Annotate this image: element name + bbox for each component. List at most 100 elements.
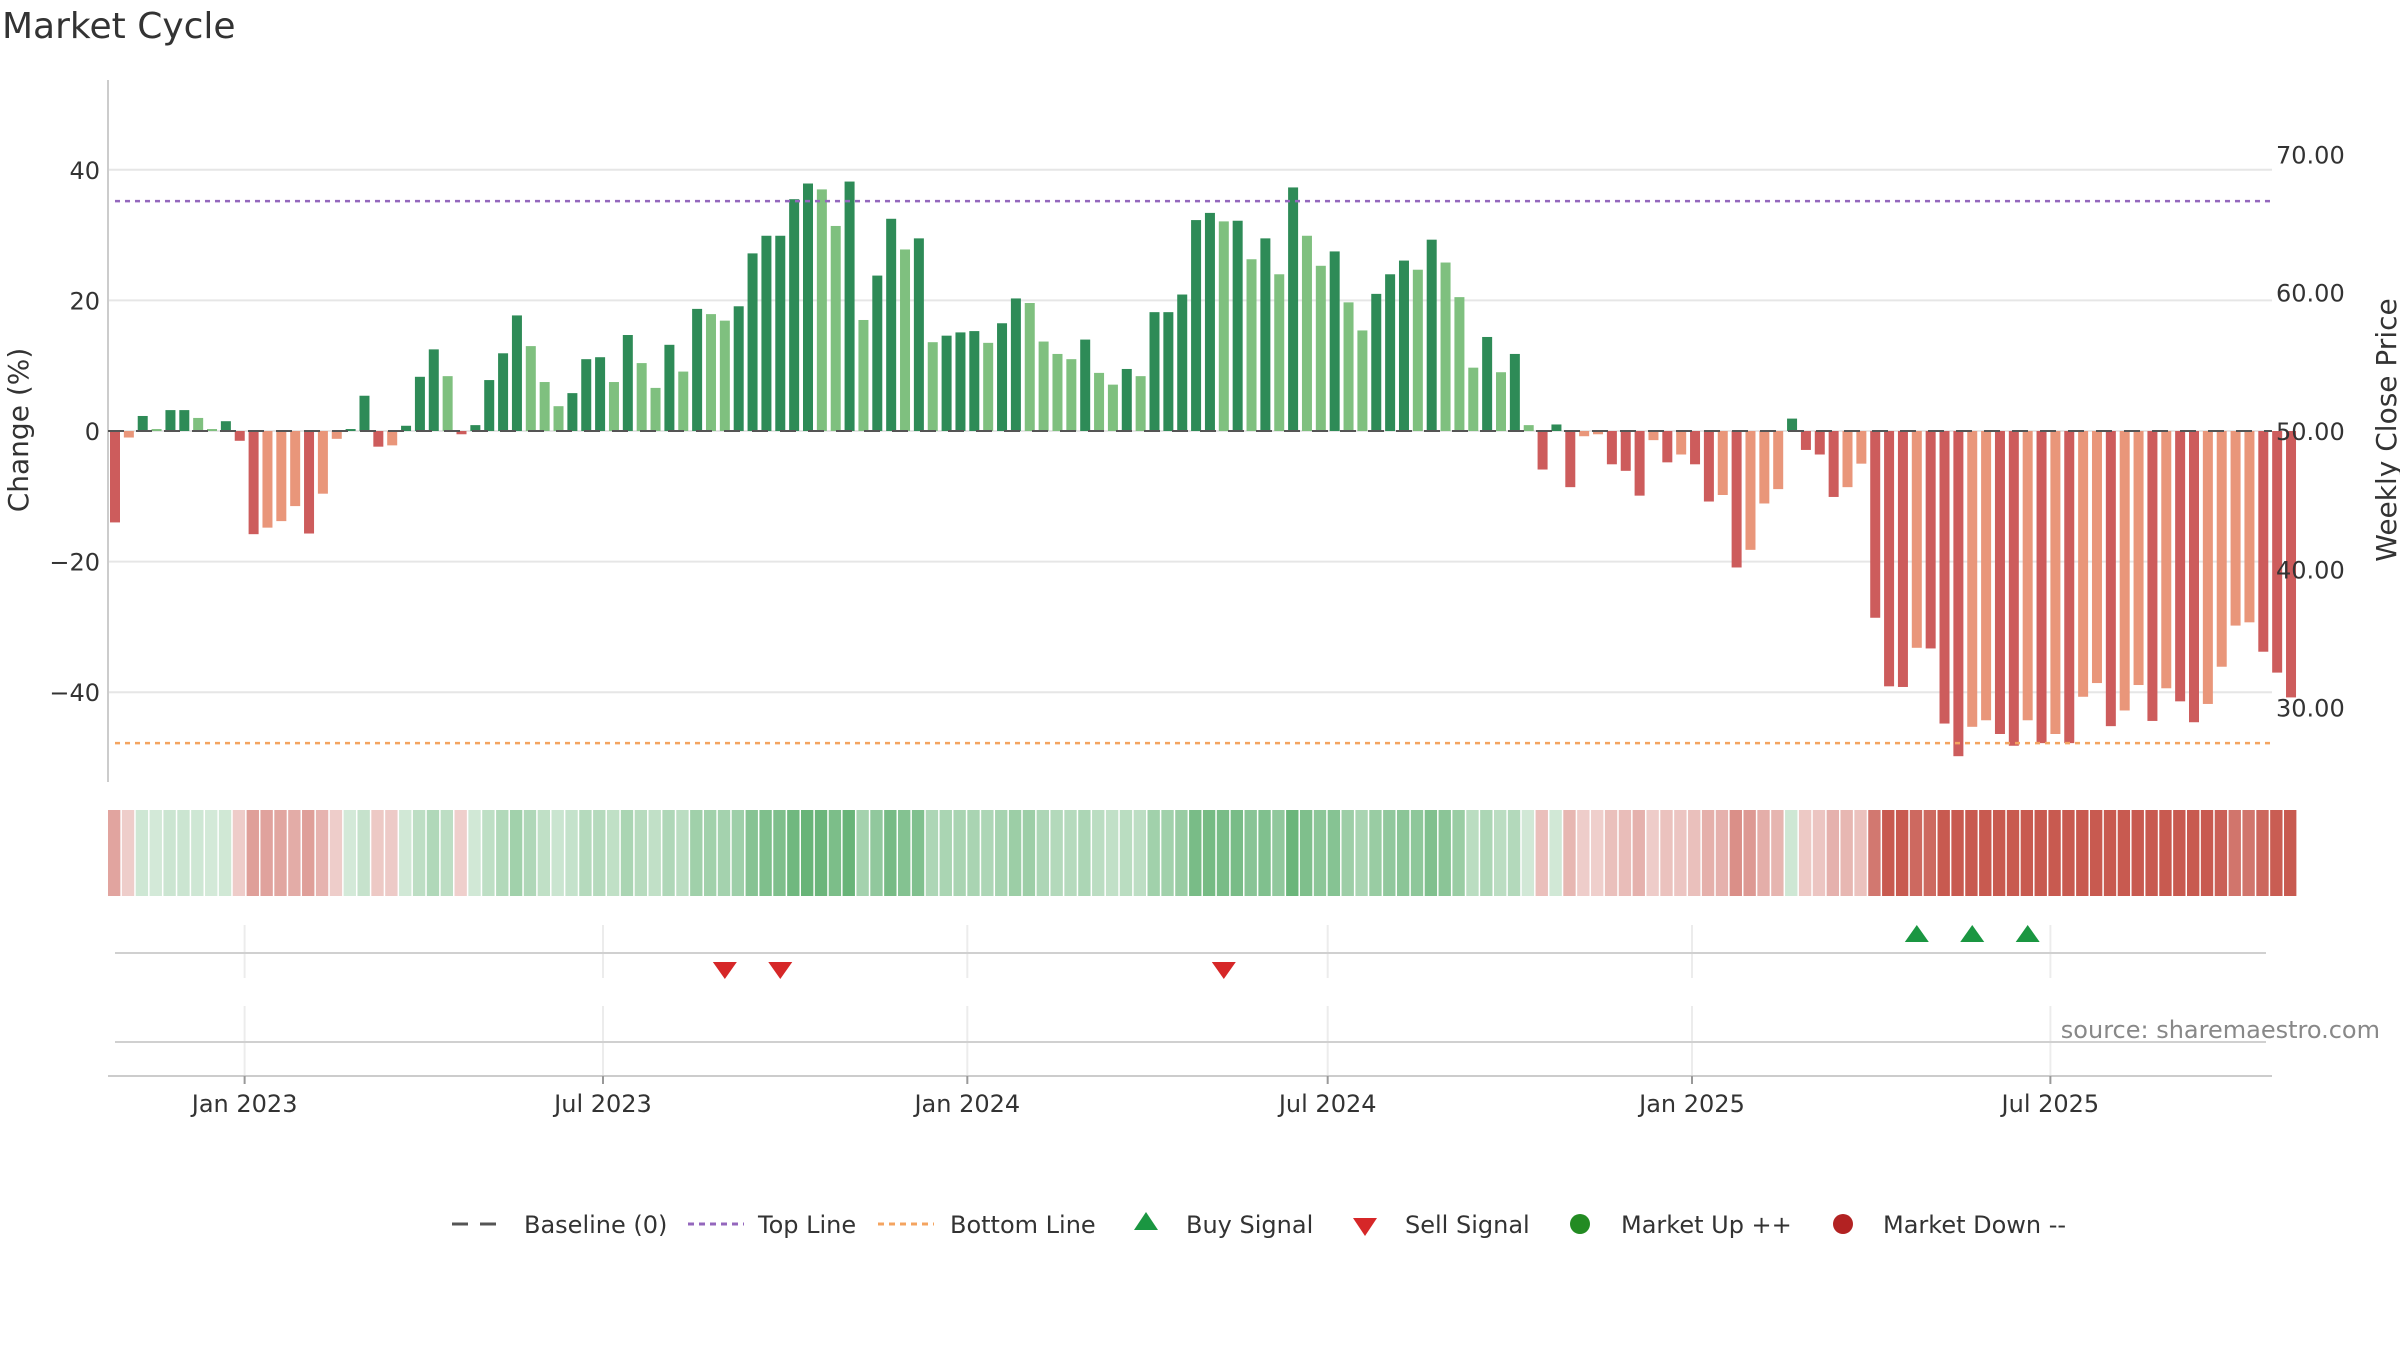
bar <box>553 406 564 431</box>
bar <box>1246 259 1257 431</box>
y-tick-label: 20 <box>69 287 100 315</box>
heat-cell <box>884 810 897 896</box>
heat-cell <box>149 810 162 896</box>
heat-cell <box>468 810 481 896</box>
bar <box>359 395 370 431</box>
heat-cell <box>1826 810 1839 896</box>
bar <box>2133 431 2144 686</box>
bar <box>234 431 245 441</box>
bar <box>220 421 231 431</box>
heat-cell <box>1798 810 1812 896</box>
heat-cell <box>1992 810 2006 896</box>
bar <box>1523 425 1534 431</box>
bar <box>2036 431 2047 744</box>
bar <box>331 431 342 439</box>
heat-cell <box>2006 810 2020 896</box>
bar <box>2286 431 2297 698</box>
bars-layer <box>110 181 2297 757</box>
bar <box>1371 293 1382 431</box>
legend-item-top-line: Top Line <box>688 1211 856 1239</box>
bar <box>650 387 661 431</box>
bar <box>1135 376 1146 431</box>
heat-cell <box>1396 810 1410 896</box>
bar <box>2091 431 2102 684</box>
heat-cell <box>315 810 329 896</box>
x-tick-label: Jul 2024 <box>1277 1090 1377 1118</box>
legend-label-market-down: Market Down -- <box>1883 1211 2066 1239</box>
heat-cell <box>1674 810 1687 896</box>
heat-cell <box>787 810 800 896</box>
bar <box>955 332 966 431</box>
bar <box>1606 431 1617 465</box>
heat-cell <box>1286 810 1299 896</box>
heat-cell <box>1078 810 1091 896</box>
heat-cell <box>939 810 952 896</box>
bar <box>636 363 647 431</box>
bar <box>1343 302 1354 431</box>
heat-cell <box>1216 810 1230 896</box>
bar <box>1953 431 1964 757</box>
bar <box>913 238 924 431</box>
x-tick-label: Jul 2023 <box>552 1090 652 1118</box>
heat-cell <box>911 810 925 896</box>
bar <box>498 353 509 431</box>
heat-cell <box>1494 810 1507 896</box>
heat-cell <box>1646 810 1659 896</box>
bar <box>1412 269 1423 431</box>
bar <box>1593 431 1604 435</box>
heat-cell <box>1202 810 1216 896</box>
heat-cell <box>260 810 273 896</box>
heat-cell <box>898 810 911 896</box>
heat-cell <box>108 810 121 896</box>
bar <box>484 380 495 431</box>
bar <box>1551 424 1562 431</box>
bar <box>1717 431 1728 495</box>
legend-label-sell-signal: Sell Signal <box>1405 1211 1530 1239</box>
heat-cell <box>454 810 467 896</box>
heat-cell <box>274 810 287 896</box>
sell-signal-marker <box>712 962 737 979</box>
heat-cell <box>1632 810 1645 896</box>
heat-cell <box>1092 810 1105 896</box>
heat-cell <box>1549 810 1562 896</box>
heat-cell <box>579 810 592 896</box>
bar <box>2272 431 2283 673</box>
heat-cell <box>1105 810 1119 896</box>
heat-cell <box>1230 810 1244 896</box>
bar <box>830 225 841 431</box>
heat-cell <box>1604 810 1618 896</box>
heat-cell <box>2020 810 2034 896</box>
heat-cell <box>385 810 398 896</box>
bar <box>1066 359 1077 431</box>
heat-cell <box>1895 810 1909 896</box>
bar <box>1232 220 1243 431</box>
bar <box>2078 431 2089 697</box>
heat-cell <box>1452 810 1465 896</box>
bar <box>1080 339 1091 431</box>
bar <box>1759 431 1770 504</box>
heat-cell <box>1008 810 1022 896</box>
bar <box>886 218 897 431</box>
heat-cell <box>759 810 772 896</box>
y2-axis-title: Weekly Close Price <box>2370 298 2400 561</box>
bar <box>858 319 869 431</box>
heat-cell <box>1882 810 1895 896</box>
bar <box>969 331 980 431</box>
bar <box>2022 431 2033 721</box>
heat-cell <box>814 810 828 896</box>
bar <box>1800 431 1811 450</box>
heat-cell <box>482 810 495 896</box>
heat-cell <box>1701 810 1715 896</box>
heat-cell <box>1383 810 1396 896</box>
heat-cell <box>648 810 661 896</box>
heat-cell <box>135 810 149 896</box>
bar <box>1787 418 1798 431</box>
bar <box>1274 274 1285 431</box>
bar <box>1398 260 1409 431</box>
heat-cell <box>662 810 675 896</box>
bar <box>719 320 730 431</box>
bar <box>2050 431 2061 734</box>
bar <box>775 235 786 431</box>
heat-cell <box>1521 810 1535 896</box>
y-tick-label: −20 <box>49 549 100 577</box>
